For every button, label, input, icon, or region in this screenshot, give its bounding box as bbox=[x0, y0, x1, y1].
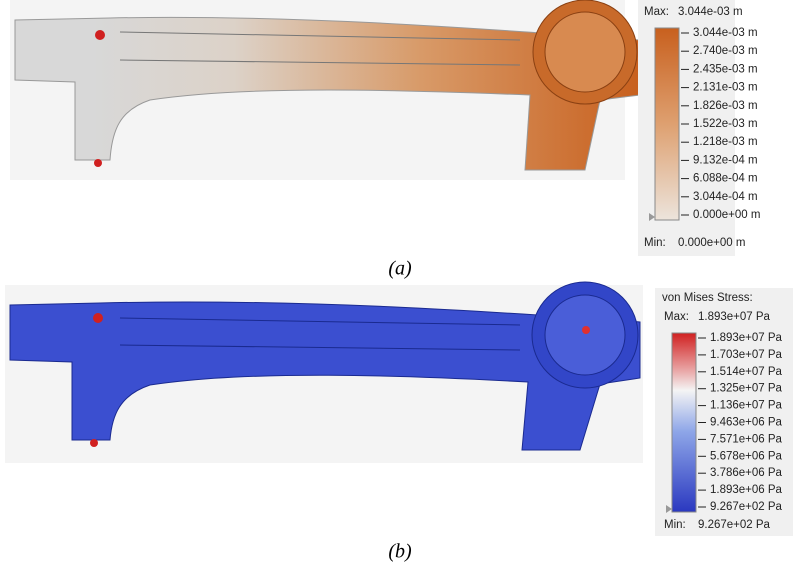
level-label: 9.463e+06 Pa bbox=[710, 417, 783, 429]
level-label: 3.044e-03 m bbox=[693, 27, 758, 39]
level-label: 9.132e-04 m bbox=[693, 154, 758, 166]
level-label: 2.740e-03 m bbox=[693, 45, 758, 57]
level-label: 1.514e+07 Pa bbox=[710, 366, 783, 378]
level-label: 3.786e+06 Pa bbox=[710, 467, 783, 479]
level-label: 1.325e+07 Pa bbox=[710, 383, 783, 395]
color-bar bbox=[655, 28, 679, 220]
arm-a bbox=[10, 0, 640, 180]
min-label: Min: bbox=[664, 519, 686, 531]
min-label: Min: bbox=[644, 237, 666, 249]
level-label: 1.136e+07 Pa bbox=[710, 400, 783, 412]
caption: (b) bbox=[388, 541, 412, 563]
level-label: 9.267e+02 Pa bbox=[710, 501, 783, 513]
min-value: 9.267e+02 Pa bbox=[698, 519, 771, 531]
max-value: 3.044e-03 m bbox=[678, 6, 743, 18]
level-label: 3.044e-04 m bbox=[693, 191, 758, 203]
level-label: 1.826e-03 m bbox=[693, 100, 758, 112]
level-label: 7.571e+06 Pa bbox=[710, 433, 783, 445]
level-label: 1.218e-03 m bbox=[693, 136, 758, 148]
min-value: 0.000e+00 m bbox=[678, 237, 745, 249]
arm-b bbox=[5, 282, 643, 463]
legend-title: von Mises Stress: bbox=[662, 292, 753, 304]
page: {"figure": {"panels": [ {"caption": "(a)… bbox=[0, 0, 793, 571]
color-bar bbox=[672, 333, 696, 512]
max-label: Max: bbox=[664, 311, 689, 323]
level-label: 1.522e-03 m bbox=[693, 118, 758, 130]
level-label: 1.703e+07 Pa bbox=[710, 349, 783, 361]
level-label: 2.131e-03 m bbox=[693, 82, 758, 94]
figure: (a) Max: 3.044e-03 m 3.044e-03 m 2.740e-03 m… bbox=[0, 0, 793, 571]
level-label: 6.088e-04 m bbox=[693, 173, 758, 185]
level-label: 1.893e+06 Pa bbox=[710, 484, 783, 496]
level-label: 5.678e+06 Pa bbox=[710, 450, 783, 462]
caption: (a) bbox=[388, 258, 412, 280]
level-label: 2.435e-03 m bbox=[693, 63, 758, 75]
level-label: 1.893e+07 Pa bbox=[710, 332, 783, 344]
level-label: 0.000e+00 m bbox=[693, 209, 760, 221]
max-label: Max: bbox=[644, 6, 669, 18]
max-value: 1.893e+07 Pa bbox=[698, 311, 771, 323]
